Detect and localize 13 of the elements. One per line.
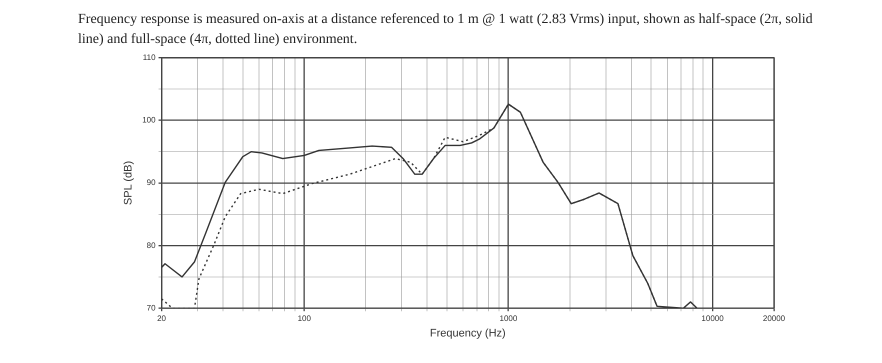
x-tick-label: 20 [157,314,167,324]
chart-title: Frequency response is measured on-axis at a distance referenced to 1 m @ 1 watt (2.83 Vrms) input, shown as half-space (2π, solid line) and full-space (4π, dotted line) environment. [77,11,814,49]
y-tick-label: 90 [146,178,156,188]
x-tick-label: 20000 [762,314,786,324]
y-axis-title: SPL (dB) [122,160,135,206]
x-axis-title: Frequency (Hz) [430,327,506,340]
y-tick-label: 110 [142,53,156,62]
x-tick-label: 1000 [499,314,518,324]
x-tick-label: 100 [298,314,312,324]
y-tick-label: 100 [142,116,156,125]
y-tick-label: 70 [146,303,156,312]
y-tick-label: 80 [146,240,156,250]
x-tick-label: 10000 [701,314,724,324]
